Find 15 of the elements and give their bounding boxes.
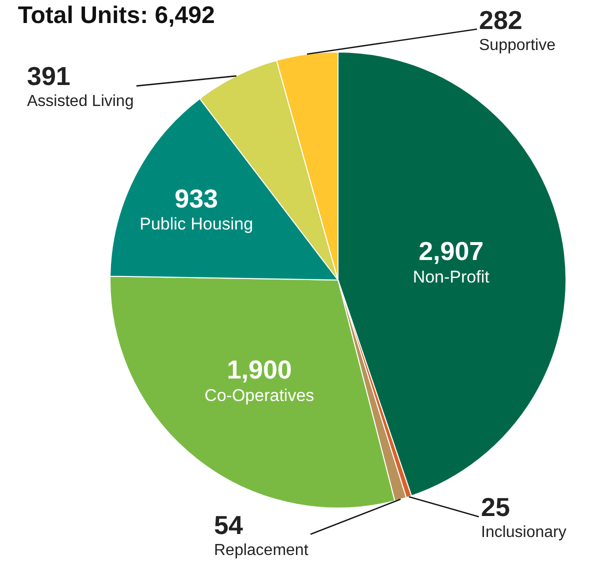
data-label: 54 [214, 510, 244, 540]
slice-label: Public Housing [140, 214, 254, 234]
slice-label: Replacement [214, 542, 309, 559]
chart-title: Total Units: 6,492 [18, 2, 215, 29]
data-label: 1,900 [226, 354, 292, 385]
data-label: 391 [27, 61, 70, 91]
data-label: 25 [481, 492, 510, 522]
slice-label: Inclusionary [481, 524, 566, 541]
data-label: 282 [479, 5, 522, 35]
slice-label: Co-Operatives [204, 386, 314, 405]
data-label: 2,907 [418, 236, 484, 266]
data-label: 933 [174, 183, 218, 214]
slice-label: Assisted Living [27, 92, 134, 110]
slice-label: Non-Profit [412, 267, 490, 286]
slice-label: Supportive [479, 36, 556, 54]
